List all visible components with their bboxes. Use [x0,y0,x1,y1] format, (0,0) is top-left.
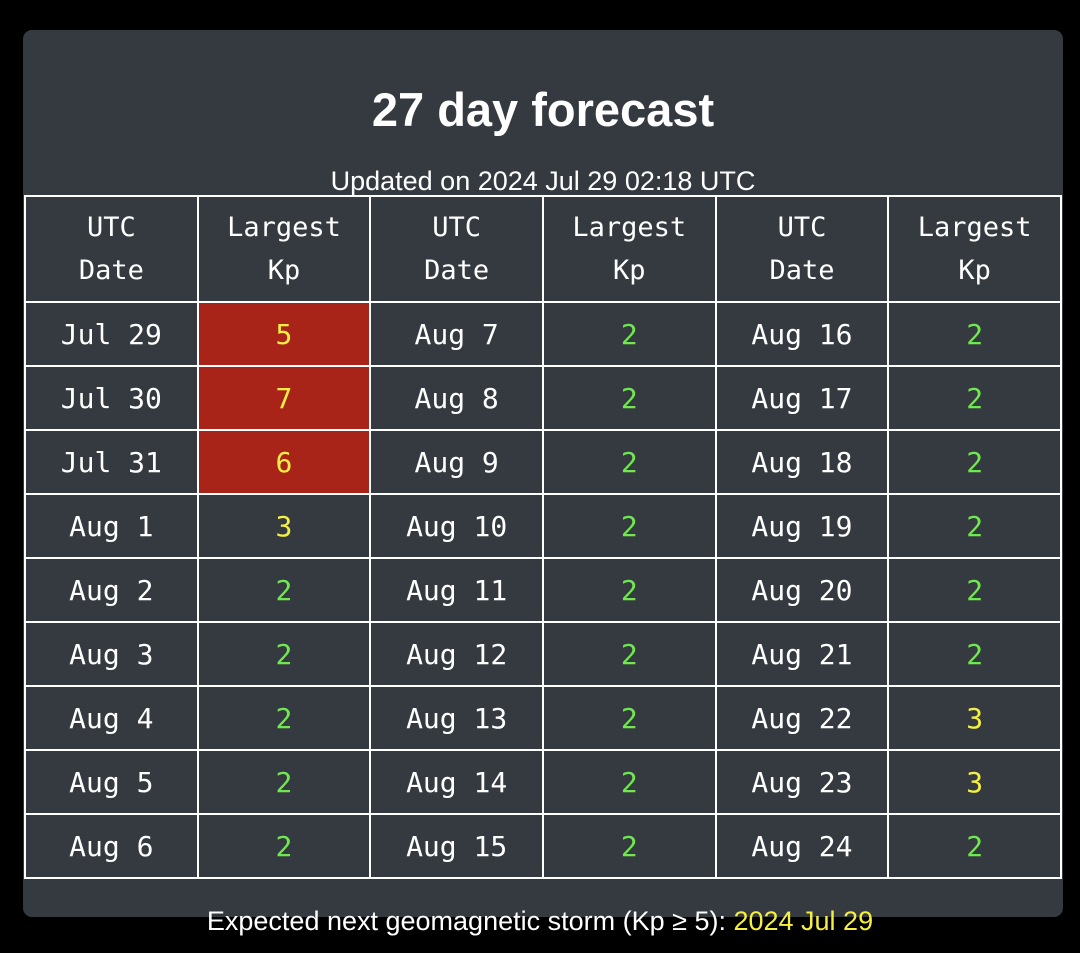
next-storm-notice: Expected next geomagnetic storm (Kp ≥ 5)… [0,903,1080,939]
kp-cell: 2 [887,493,1062,559]
kp-cell: 2 [541,813,717,879]
date-cell: Aug 5 [24,749,199,815]
date-cell: Aug 9 [369,429,544,495]
date-cell: Jul 29 [24,301,199,367]
header-line: UTC [86,212,136,243]
column-header-kp: Largest Kp [541,195,717,303]
table-row: Aug 5 2 Aug 14 2 Aug 23 3 [24,749,1062,815]
kp-cell: 2 [541,749,717,815]
page-title: 27 day forecast [371,83,715,136]
date-cell: Aug 23 [714,749,890,815]
date-cell: Aug 10 [369,493,544,559]
date-cell: Aug 13 [369,685,544,751]
header-line: Date [78,255,144,286]
column-header-date: UTC Date [714,195,890,303]
date-cell: Aug 1 [24,493,199,559]
kp-cell: 6 [196,429,372,495]
header-line: Kp [267,255,301,286]
date-cell: Jul 30 [24,365,199,431]
table-row: Aug 3 2 Aug 12 2 Aug 21 2 [24,621,1062,687]
kp-cell: 2 [196,621,372,687]
table-row: Jul 30 7 Aug 8 2 Aug 17 2 [24,365,1062,431]
kp-cell: 2 [541,621,717,687]
column-header-date: UTC Date [369,195,544,303]
kp-cell: 2 [541,301,717,367]
date-cell: Aug 20 [714,557,890,623]
date-cell: Aug 17 [714,365,890,431]
kp-cell: 2 [887,301,1062,367]
kp-cell: 5 [196,301,372,367]
forecast-table: UTC Date Largest Kp UTC Date Largest Kp UTC D… [24,195,1062,879]
date-cell: Aug 6 [24,813,199,879]
date-cell: Aug 11 [369,557,544,623]
date-cell: Aug 12 [369,621,544,687]
date-cell: Jul 31 [24,429,199,495]
header-line: Date [769,255,835,286]
kp-cell: 2 [196,685,372,751]
date-cell: Aug 21 [714,621,890,687]
kp-cell: 2 [196,557,372,623]
header-line: UTC [777,212,827,243]
updated-timestamp: Updated on 2024 Jul 29 02:18 UTC [330,166,756,196]
date-cell: Aug 19 [714,493,890,559]
date-cell: Aug 24 [714,813,890,879]
date-cell: Aug 22 [714,685,890,751]
kp-cell: 2 [541,685,717,751]
kp-cell: 2 [887,621,1062,687]
table-row: Aug 4 2 Aug 13 2 Aug 22 3 [24,685,1062,751]
header-line: Kp [613,255,646,286]
header-line: Largest [227,212,341,243]
header-line: Date [424,255,490,286]
date-cell: Aug 16 [714,301,890,367]
kp-cell: 2 [541,557,717,623]
date-cell: Aug 8 [369,365,544,431]
kp-cell: 2 [196,749,372,815]
kp-cell: 2 [541,429,717,495]
kp-cell: 2 [887,429,1062,495]
table-row: Aug 1 3 Aug 10 2 Aug 19 2 [24,493,1062,559]
column-header-date: UTC Date [24,195,199,303]
kp-cell: 7 [196,365,372,431]
header-line: Largest [572,212,687,243]
header-line: UTC [432,212,482,243]
table-row: Aug 6 2 Aug 15 2 Aug 24 2 [24,813,1062,879]
column-header-kp: Largest Kp [196,195,372,303]
column-header-kp: Largest Kp [887,195,1062,303]
date-cell: Aug 7 [369,301,544,367]
kp-cell: 2 [196,813,372,879]
date-cell: Aug 18 [714,429,890,495]
kp-cell: 2 [541,365,717,431]
kp-cell: 3 [196,493,372,559]
next-storm-date: 2024 Jul 29 [733,906,874,936]
kp-cell: 2 [887,813,1062,879]
header-line: Largest [917,212,1032,243]
table-header-row: UTC Date Largest Kp UTC Date Largest Kp UTC D… [24,195,1062,303]
date-cell: Aug 15 [369,813,544,879]
date-cell: Aug 3 [24,621,199,687]
forecast-table-body: Jul 29 5 Aug 7 2 Aug 16 2 Jul 30 7 Aug 8 2 Aug 17 2… [24,301,1062,879]
date-cell: Aug 14 [369,749,544,815]
kp-cell: 3 [887,685,1062,751]
kp-cell: 3 [887,749,1062,815]
table-row: Jul 29 5 Aug 7 2 Aug 16 2 [24,301,1062,367]
table-row: Aug 2 2 Aug 11 2 Aug 20 2 [24,557,1062,623]
next-storm-label: Expected next geomagnetic storm (Kp ≥ 5)… [206,906,734,936]
kp-cell: 2 [541,493,717,559]
date-cell: Aug 2 [24,557,199,623]
table-row: Jul 31 6 Aug 9 2 Aug 18 2 [24,429,1062,495]
kp-cell: 2 [887,557,1062,623]
kp-cell: 2 [887,365,1062,431]
header-line: Kp [958,255,991,286]
date-cell: Aug 4 [24,685,199,751]
